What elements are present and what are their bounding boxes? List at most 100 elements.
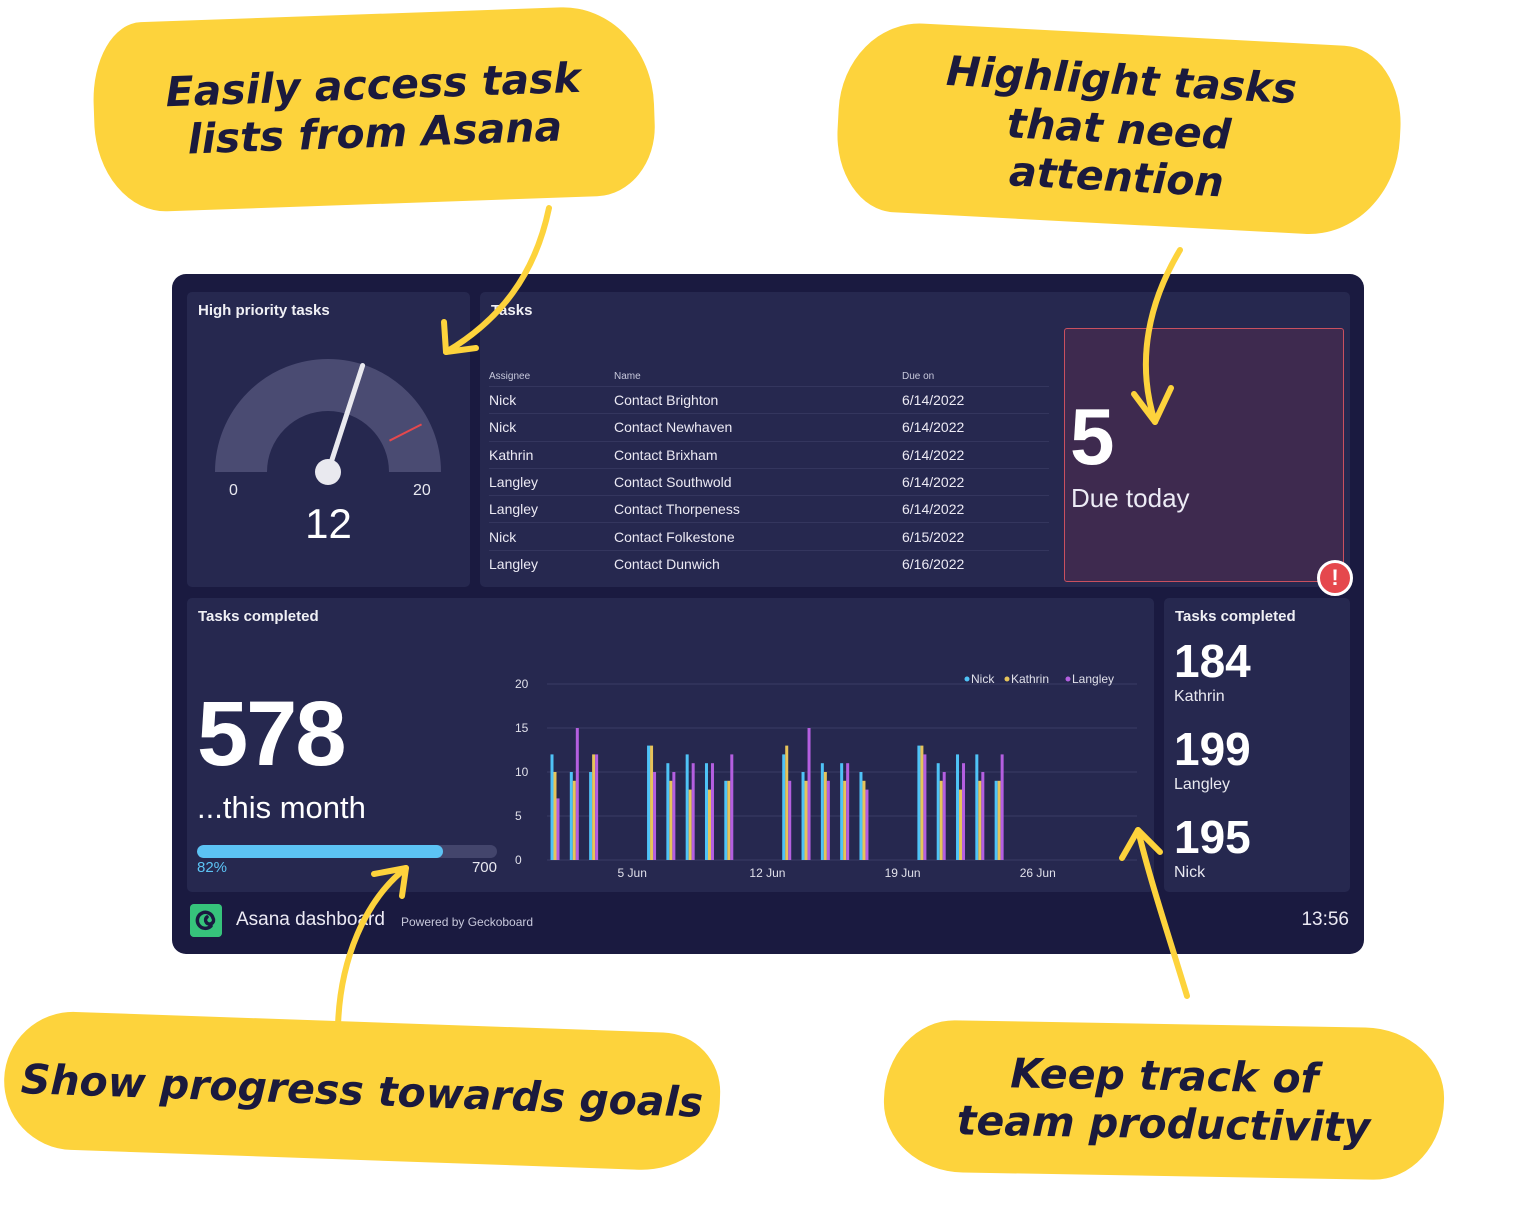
chart-bar [997,780,1001,860]
panel-title: Tasks [491,302,533,319]
cell-due: 6/14/2022 [902,446,965,463]
due-today-card[interactable]: 5 Due today [1064,328,1344,582]
chart-bar [550,754,554,860]
chart-y-tick-label: 10 [515,765,529,779]
chart-x-tick-label: 26 Jun [1020,866,1056,880]
cell-assignee: Langley [489,555,539,572]
table-row[interactable]: Nick Contact Folkestone 6/15/2022 [489,522,1049,549]
chart-bar [647,745,651,860]
high-priority-panel[interactable]: High priority tasks 0 20 12 [187,292,470,587]
cell-assignee: Kathrin [489,446,534,463]
chart-bar [959,789,963,860]
cell-assignee: Nick [489,528,517,545]
cell-due: 6/14/2022 [902,419,965,436]
chart-bar [975,754,979,860]
callout-task-lists: Easily access task lists from Asana [90,4,658,214]
chart-bar [730,754,734,860]
gauge-dial [215,359,441,485]
gauge-min-label: 0 [229,482,238,499]
chart-bar [1000,754,1004,860]
table-row[interactable]: Langley Contact Dunwich 6/16/2022 [489,549,1049,577]
chart-bar [710,763,714,860]
cell-name: Contact Newhaven [614,419,733,436]
chart-bar [978,780,982,860]
chart-bar [688,789,692,860]
cell-due: 6/15/2022 [902,528,965,545]
member-name: Nick [1174,864,1206,881]
chart-bar [572,780,576,860]
member-count: 195 [1174,811,1251,863]
chart-bar [939,780,943,860]
chart-bar [595,754,599,860]
chart-bar [589,772,593,860]
tasks-panel[interactable]: Tasks Assignee Name Due on Nick Contact B… [480,292,1350,587]
chart-y-tick-label: 0 [515,853,522,867]
tasks-table: Assignee Name Due on Nick Contact Brighto… [489,366,1049,577]
column-header-due: Due on [902,370,935,382]
cell-due: 6/14/2022 [902,501,965,518]
completed-count: 578 [197,683,346,785]
gauge-track [215,359,441,473]
chart-bar [707,789,711,860]
panel-title: Tasks completed [198,608,319,625]
callout-progress: Show progress towards goals [1,1009,723,1173]
chart-legend-dot [1065,676,1071,682]
cell-name: Contact Southwold [614,474,732,491]
chart-bar [724,780,728,860]
table-row[interactable]: Nick Contact Newhaven 6/14/2022 [489,413,1049,440]
chart-bar [653,772,657,860]
chart-bar [862,780,866,860]
dashboard: High priority tasks 0 20 12 Tasks Assign… [172,274,1364,954]
column-header-assignee: Assignee [489,370,531,382]
cell-due: 6/16/2022 [902,555,965,572]
member-count: 184 [1174,635,1251,687]
cell-due: 6/14/2022 [902,474,965,491]
chart-bar [859,772,863,860]
column-header-name: Name [614,370,641,382]
goal-progress-bar [197,845,497,858]
gauge-max-label: 20 [413,482,431,499]
due-today-count: 5 [1070,392,1115,481]
chart-bar [575,728,579,860]
callout-attention: Highlight tasks that need attention [833,19,1405,239]
table-row[interactable]: Langley Contact Southwold 6/14/2022 [489,467,1049,495]
chart-bar [727,780,731,860]
chart-bar [672,772,676,860]
dashboard-name: Asana dashboard [236,909,385,930]
chart-bar [782,754,786,860]
tasks-completed-panel[interactable]: Tasks completed 578 ...this month 82% 70… [187,598,1154,892]
team-completed-panel[interactable]: Tasks completed 184 Kathrin 199 Langley … [1164,598,1350,892]
table-row[interactable]: Kathrin Contact Brixham 6/14/2022 [489,440,1049,468]
alert-icon: ! [1317,560,1353,596]
table-row[interactable]: Langley Contact Thorpeness 6/14/2022 [489,495,1049,522]
chart-bar [846,763,850,860]
goal-progress-fill [197,845,443,858]
cell-name: Contact Brighton [614,392,719,409]
chart-bar [865,789,869,860]
chart-x-tick-label: 19 Jun [885,866,921,880]
cell-assignee: Nick [489,392,517,409]
clock: 13:56 [1301,909,1349,930]
chart-bar [801,772,805,860]
chart-y-tick-label: 20 [515,677,529,691]
cell-name: Contact Brixham [614,446,718,463]
chart-legend-label: Nick [971,672,995,686]
cell-assignee: Langley [489,474,539,491]
gauge-value: 12 [305,500,352,547]
chart-bar [936,763,940,860]
powered-by: Powered by Geckoboard [401,915,534,929]
cell-name: Contact Dunwich [614,555,720,572]
chart-bar [826,780,830,860]
due-today-label: Due today [1071,483,1190,513]
gauge-needle [325,362,366,475]
chart-bar [807,728,811,860]
chart-y-tick-label: 5 [515,809,522,823]
chart-legend-dot [964,676,970,682]
table-row[interactable]: Nick Contact Brighton 6/14/2022 [489,386,1049,413]
chart-x-tick-label: 5 Jun [618,866,647,880]
goal-target: 700 [471,859,497,876]
chart-legend-label: Kathrin [1011,672,1049,686]
chart-bar [820,763,824,860]
cell-assignee: Nick [489,419,517,436]
chart-bar [962,763,966,860]
